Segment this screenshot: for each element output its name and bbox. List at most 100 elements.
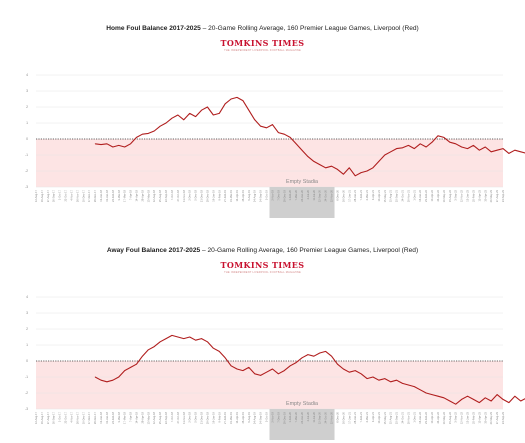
x-tick-label: 7-Dec-19 — [276, 411, 280, 422]
data-point — [473, 399, 474, 400]
x-tick-label: 10-Dec-17 — [81, 411, 85, 424]
x-tick-label: 17-Dec-17 — [87, 411, 91, 424]
data-point — [437, 135, 439, 137]
x-tick-label: 4-Mar-21 — [365, 189, 369, 200]
x-tick-label: 28-Jan-21 — [353, 411, 357, 423]
x-tick-label: 13-Jan-18 — [99, 411, 103, 423]
data-point — [514, 149, 516, 151]
data-point — [419, 389, 421, 391]
data-point — [295, 362, 297, 363]
x-tick-label: 19-Jan-19 — [211, 411, 215, 423]
data-point — [313, 161, 315, 162]
data-point — [218, 113, 220, 114]
data-point — [301, 357, 303, 359]
x-tick-label: 7-Feb-21 — [359, 411, 363, 422]
brand-logo: TOMKINS TIMES — [220, 38, 305, 48]
data-point — [124, 370, 126, 371]
data-point — [455, 403, 457, 405]
x-tick-label: 26-Nov-17 — [75, 411, 79, 424]
x-tick-label: 4-Mar-21 — [365, 411, 369, 422]
brand-logo: TOMKINS TIMES — [220, 260, 305, 270]
data-point — [189, 113, 191, 114]
y-tick-label: 1 — [26, 121, 28, 125]
x-tick-label: 7-Apr-18 — [129, 411, 133, 422]
series-line — [95, 96, 525, 177]
x-tick-label: 10-Apr-21 — [377, 411, 381, 423]
y-tick-label: 0 — [26, 137, 28, 141]
x-tick-label: 29-Dec-18 — [205, 411, 209, 424]
data-point — [490, 151, 492, 153]
empty-stadia-band — [269, 409, 335, 440]
chart-title: Home Foul Balance 2017-2025 – 20-Game Ro… — [0, 25, 525, 32]
x-tick-label: 1-Feb-20 — [288, 189, 292, 200]
x-tick-label: 26-Dec-17 — [93, 411, 97, 424]
x-tick-label: 24-Oct-21 — [401, 189, 405, 201]
x-tick-label: 3-Apr-21 — [371, 411, 375, 422]
x-tick-label: 25-Feb-23 — [471, 411, 475, 424]
away-foul-balance-panel: Away Foul Balance 2017-2025 – 20-Game Ro… — [0, 222, 525, 443]
data-point — [254, 373, 256, 375]
data-point — [153, 130, 155, 132]
x-tick-label: 26-Apr-19 — [241, 189, 245, 201]
chart-title-rest: – 20-Game Rolling Average, 160 Premier L… — [200, 25, 419, 32]
data-point — [431, 394, 433, 395]
data-point — [496, 394, 498, 395]
x-tick-label: 22-Oct-17 — [64, 411, 68, 423]
data-point — [419, 143, 421, 145]
data-point — [289, 137, 291, 138]
x-tick-label: 29-Dec-19 — [282, 411, 286, 424]
data-point — [313, 355, 315, 357]
data-point — [348, 167, 350, 169]
x-tick-label: 30-Apr-23 — [483, 411, 487, 423]
y-tick-label: 0 — [26, 359, 28, 363]
data-point — [159, 341, 161, 343]
data-point — [142, 355, 143, 357]
data-point — [360, 373, 362, 375]
data-point — [189, 336, 191, 338]
x-tick-label: 10-May-22 — [442, 189, 446, 202]
x-tick-label: 27-Oct-18 — [176, 411, 180, 423]
y-tick-label: -1 — [25, 375, 28, 379]
data-point — [106, 381, 108, 383]
x-tick-label: 26-Nov-17 — [75, 189, 79, 202]
data-point — [171, 335, 173, 336]
data-point — [455, 143, 457, 145]
x-tick-label: 7-Oct-18 — [170, 189, 174, 200]
data-point — [413, 386, 415, 387]
x-tick-label: 27-Feb-19 — [223, 411, 227, 424]
empty-stadia-label: Empty Stadia — [286, 179, 318, 185]
data-point — [514, 395, 516, 397]
data-point — [230, 365, 232, 367]
data-point — [106, 143, 108, 145]
negative-zone — [36, 361, 503, 409]
data-point — [94, 376, 96, 378]
data-point — [473, 145, 474, 146]
x-tick-label: 1-Oct-17 — [58, 189, 62, 200]
x-tick-label: 14-Apr-18 — [134, 411, 138, 423]
y-tick-label: 3 — [26, 89, 28, 93]
data-point — [402, 147, 403, 149]
data-point — [283, 370, 285, 371]
data-point — [260, 375, 261, 376]
data-point — [147, 349, 149, 351]
x-tick-label: 17-Dec-17 — [87, 189, 91, 202]
x-tick-label: 3-Sep-22 — [454, 189, 458, 200]
x-tick-label: 12-Sep-20 — [318, 411, 322, 424]
x-tick-label: 28-Apr-18 — [140, 411, 144, 423]
data-point — [147, 133, 149, 134]
x-tick-label: 27-Aug-23 — [495, 189, 499, 202]
data-point — [236, 368, 238, 370]
data-point — [384, 378, 386, 379]
data-point — [331, 165, 332, 167]
data-point — [479, 402, 480, 403]
x-tick-label: 22-Nov-20 — [330, 189, 334, 202]
data-point — [153, 346, 155, 347]
data-point — [230, 98, 232, 100]
y-tick-label: -2 — [25, 169, 28, 173]
x-tick-label: 14-Apr-18 — [134, 189, 138, 201]
x-tick-label: 24-Oct-20 — [324, 411, 328, 423]
x-tick-label: 5-Oct-19 — [265, 189, 269, 200]
x-tick-label: 1-Dec-21 — [412, 189, 416, 200]
data-point — [118, 145, 120, 146]
data-point — [396, 148, 397, 149]
